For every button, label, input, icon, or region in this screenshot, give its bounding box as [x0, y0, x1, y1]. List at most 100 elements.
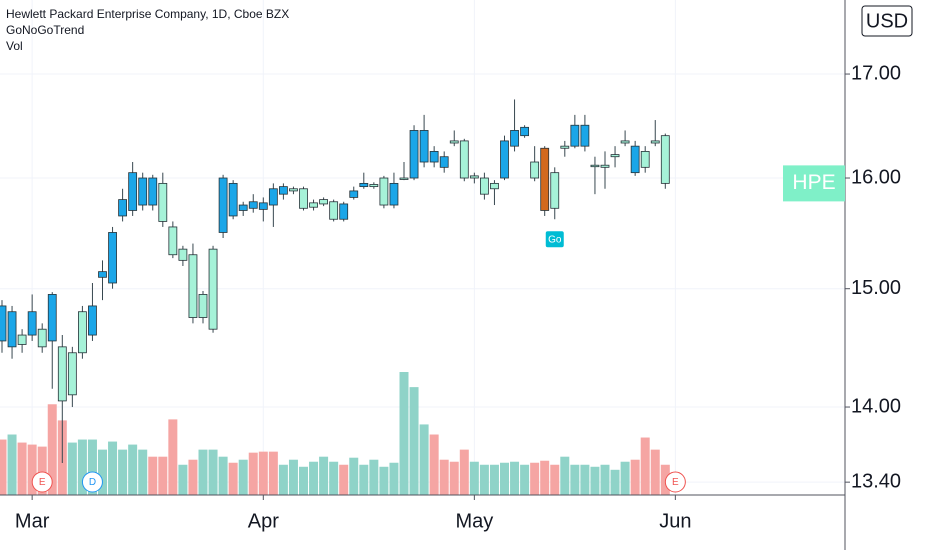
- volume-bar: [208, 449, 218, 495]
- volume-bar: [118, 449, 128, 495]
- candle-body: [309, 202, 318, 208]
- volume-bar: [47, 404, 57, 495]
- candle-body: [379, 177, 389, 206]
- volume-bar: [87, 439, 97, 495]
- volume-bar: [610, 469, 620, 495]
- candle-body: [78, 311, 87, 354]
- candle-body: [329, 201, 339, 220]
- candle-body: [88, 305, 97, 336]
- candle-body: [459, 140, 469, 179]
- candle-layer: [0, 99, 670, 464]
- volume-bar: [600, 464, 610, 495]
- volume-bar: [288, 459, 298, 495]
- candle-body: [108, 232, 117, 284]
- volume-bar: [188, 459, 198, 495]
- volume-bar: [500, 462, 509, 495]
- candle-body: [580, 124, 590, 147]
- currency-box[interactable]: [861, 5, 913, 37]
- volume-bar: [349, 457, 359, 495]
- candle-body: [570, 124, 580, 147]
- candle-body: [590, 164, 600, 168]
- candle-body: [27, 311, 37, 336]
- volume-bar: [630, 459, 640, 495]
- candle-body: [7, 311, 17, 348]
- volume-bar: [228, 462, 238, 495]
- volume-bar: [218, 456, 228, 495]
- candle-body: [520, 126, 529, 137]
- candle-body: [98, 271, 107, 278]
- volume-bar: [17, 442, 27, 495]
- event-marker: [81, 471, 103, 493]
- event-label: E: [672, 477, 679, 488]
- volume-bar: [580, 464, 590, 495]
- y-tick-label: 14.00: [851, 395, 901, 417]
- x-tick-label: Jun: [659, 510, 691, 532]
- candle-body: [198, 294, 208, 318]
- volume-bar: [329, 461, 339, 495]
- volume-bar: [198, 449, 208, 495]
- volume-bar: [570, 464, 580, 495]
- volume-bar: [590, 466, 600, 495]
- candle-body: [148, 177, 158, 206]
- signal-box: [545, 231, 564, 248]
- volume-bar: [640, 437, 650, 495]
- candle-body: [178, 248, 188, 261]
- candle-body: [188, 254, 198, 318]
- candle-body: [620, 140, 630, 144]
- x-tick-label: Mar: [15, 510, 50, 532]
- candle-body: [238, 204, 248, 211]
- label-layer: 17.00 16.00 15.00 14.00 13.40 Mar Apr May Jun E D E…: [15, 62, 901, 532]
- candle-body: [560, 145, 570, 149]
- candle-body: [57, 346, 67, 402]
- candle-body: [510, 130, 519, 147]
- candle-body: [660, 135, 670, 184]
- candle-body: [349, 190, 359, 198]
- volume-bar: [419, 424, 429, 495]
- candle-body: [490, 182, 499, 190]
- volume-bar: [530, 462, 540, 495]
- volume-bar: [148, 456, 158, 495]
- candle-body: [540, 147, 550, 211]
- volume-bar: [268, 451, 278, 495]
- volume-bar: [650, 449, 660, 495]
- y-tick-label: 15.00: [851, 277, 901, 299]
- candle-body: [67, 352, 77, 396]
- volume-bar: [479, 464, 489, 495]
- volume-bar: [37, 446, 47, 495]
- currency[interactable]: USD: [866, 10, 908, 32]
- candle-body: [299, 188, 308, 209]
- volume-bar: [178, 464, 188, 495]
- volume-bar: [108, 441, 118, 495]
- candle-body: [429, 151, 439, 163]
- indicator-name: Vol: [6, 39, 23, 53]
- volume-bar: [520, 464, 530, 495]
- candle-body: [289, 188, 298, 192]
- volume-bar: [409, 387, 419, 495]
- volume-bar: [309, 461, 319, 495]
- candle-body: [218, 177, 228, 233]
- x-tick-label: May: [455, 510, 493, 532]
- candle-body: [530, 161, 540, 179]
- candle-body: [339, 203, 349, 220]
- volume-bar: [379, 466, 389, 495]
- volume-bar: [429, 434, 439, 495]
- candle-body: [228, 182, 238, 217]
- volume-bar: [168, 419, 178, 495]
- candle-body: [630, 145, 640, 174]
- volume-bar: [449, 461, 459, 495]
- candle-body: [610, 154, 620, 158]
- volume-bar: [439, 459, 449, 495]
- y-tick-label: 17.00: [851, 62, 901, 84]
- candle-body: [128, 172, 138, 211]
- candle-body: [600, 164, 610, 168]
- chart-title: Hewlett Packard Enterprise Company, 1D, …: [6, 7, 289, 21]
- volume-bar: [510, 461, 520, 495]
- volume-bar: [540, 460, 550, 495]
- candle-body: [650, 140, 660, 144]
- volume-bar: [238, 459, 248, 495]
- candle-body: [248, 201, 258, 209]
- candle-body: [278, 186, 288, 195]
- volume-bar: [359, 464, 369, 495]
- candle-body: [0, 305, 7, 342]
- candle-body: [479, 177, 489, 195]
